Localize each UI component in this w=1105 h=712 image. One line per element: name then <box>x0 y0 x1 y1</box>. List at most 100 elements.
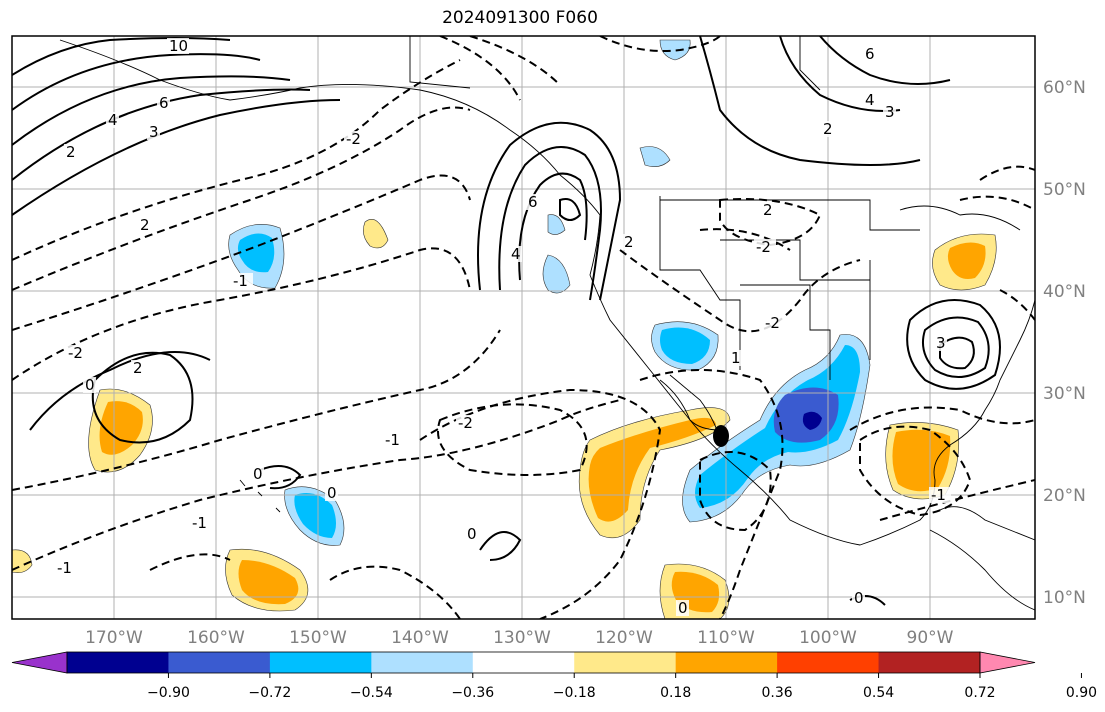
colorbar-tick-label: 0.18 <box>660 685 691 701</box>
contour-label: 2 <box>763 201 773 219</box>
lon-axis: 170°W 160°W 150°W 140°W 130°W 120°W 110°… <box>85 628 954 648</box>
contour-label: 2 <box>133 359 143 377</box>
colorbar-tick-label: −0.36 <box>451 685 494 701</box>
contour-label: 4 <box>108 111 118 129</box>
colorbar-segment <box>269 652 372 673</box>
contour-label-bg <box>147 124 160 140</box>
storm-center-marker <box>713 425 729 447</box>
lat-tick-label: 10°N <box>1043 588 1086 608</box>
colorbar-segment <box>878 652 981 673</box>
warm-anomaly-region <box>363 219 389 249</box>
contour-label: 3 <box>936 334 946 352</box>
contour-label: 2 <box>140 216 150 234</box>
contour-label-bg <box>934 335 947 351</box>
contour-label: 0 <box>85 376 95 394</box>
colorbar-segment <box>675 652 778 673</box>
contour-label-bg <box>456 415 478 431</box>
contour-label: -2 <box>756 238 771 256</box>
contour-label-bg <box>929 487 951 503</box>
lon-tick-label: 160°W <box>187 628 245 648</box>
cool-anomaly-region <box>547 214 566 235</box>
contour-label-bg <box>883 104 896 120</box>
colorbar-extend-high <box>979 651 1036 674</box>
contour-label: 6 <box>528 193 538 211</box>
colorbar-segment <box>67 652 169 673</box>
contour-label-bg <box>157 95 170 111</box>
contour-label-bg <box>526 194 539 210</box>
contour-label-bg <box>821 121 834 137</box>
map-border <box>11 35 1036 620</box>
colorbar-segment <box>371 652 474 673</box>
contour-label: 2 <box>624 233 634 251</box>
contour-label: 0 <box>253 465 263 483</box>
contour-label-bg <box>138 217 151 233</box>
colorbar-extend-low <box>11 651 68 674</box>
lon-tick-label: 150°W <box>289 628 347 648</box>
warm-anomaly-core <box>947 242 986 279</box>
contour-label: -1 <box>57 559 72 577</box>
contour-label: 0 <box>467 525 477 543</box>
cool-anomaly-core <box>294 492 336 538</box>
lon-tick-label: 170°W <box>85 628 143 648</box>
colorbar-segment <box>574 652 677 673</box>
contour-label: 10 <box>169 37 188 55</box>
lat-tick-label: 30°N <box>1043 384 1086 404</box>
contour-label: 2 <box>66 143 76 161</box>
contour-label-bg <box>131 360 144 376</box>
colorbar-tick-label: −0.54 <box>350 685 393 701</box>
dashed-contours <box>12 36 1035 619</box>
cool-anomaly-region <box>542 254 571 294</box>
lat-tick-label: 60°N <box>1043 78 1086 98</box>
contour-label: 4 <box>865 91 875 109</box>
contour-label-bg <box>190 515 212 531</box>
contour-label-bg <box>676 600 689 616</box>
contour-label-bg <box>622 234 635 250</box>
contour-label-bg <box>66 345 88 361</box>
warm-anomaly-core <box>238 560 299 605</box>
cool-anomaly-region <box>639 146 671 167</box>
contour-label: 4 <box>511 245 521 263</box>
colorbar-segment <box>777 652 880 673</box>
contour-label: 6 <box>159 94 169 112</box>
contour-label: -1 <box>233 272 248 290</box>
contour-label-bg <box>231 273 253 289</box>
cool-anomaly-region <box>659 39 691 61</box>
contour-labels: 10643264322-2-2-1-20-122-23-100-1-100-22… <box>55 37 951 617</box>
contour-label-bg <box>344 131 366 147</box>
lat-tick-label: 40°N <box>1043 282 1086 302</box>
contour-label: 0 <box>854 589 864 607</box>
lon-tick-label: 100°W <box>799 628 857 648</box>
map-background <box>12 36 1035 619</box>
contour-label-bg <box>55 560 77 576</box>
contour-label-bg <box>763 315 785 331</box>
contour-label: 3 <box>885 103 895 121</box>
lat-tick-label: 20°N <box>1043 486 1086 506</box>
colorbar-tick-label: 0.36 <box>762 685 793 701</box>
lat-axis: 60°N 50°N 40°N 30°N 20°N 10°N <box>1043 78 1086 608</box>
lon-tick-label: 130°W <box>493 628 551 648</box>
contour-label: -2 <box>765 314 780 332</box>
contour-label: 0 <box>327 484 337 502</box>
contour-label-bg <box>852 590 865 606</box>
lat-tick-label: 50°N <box>1043 180 1086 200</box>
contour-label-bg <box>465 526 478 542</box>
contour-label-bg <box>251 466 264 482</box>
lon-tick-label: 120°W <box>595 628 653 648</box>
contour-label-bg <box>106 112 119 128</box>
contour-label: -2 <box>68 344 83 362</box>
contour-label: 3 <box>149 123 159 141</box>
colorbar-frame <box>66 651 981 674</box>
contour-label-bg <box>83 377 96 393</box>
contour-label-bg <box>863 46 876 62</box>
colorbar-tick-label: 0.72 <box>964 685 995 701</box>
map-title: 2024091300 F060 <box>442 8 598 28</box>
contour-label-bg <box>325 485 338 501</box>
lon-tick-label: 140°W <box>391 628 449 648</box>
cool-anomaly-core <box>660 327 710 364</box>
warm-anomaly-core <box>892 429 951 492</box>
colorbar-tick-label: −0.72 <box>248 685 291 701</box>
contour-label: 1 <box>731 349 741 367</box>
contour-label-bg <box>729 350 742 366</box>
contour-label: -2 <box>458 414 473 432</box>
